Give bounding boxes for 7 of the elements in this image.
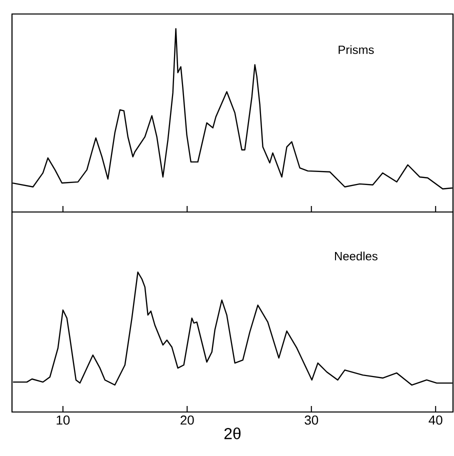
x-axis-title: 2θ: [224, 428, 241, 440]
x-tick-label: 30: [304, 416, 318, 425]
annotation: Prisms: [338, 45, 374, 54]
x-tick-label: 10: [56, 416, 70, 425]
x-tick-label: 20: [180, 416, 194, 425]
x-tick-label: 40: [428, 416, 442, 425]
text: Needles: [335, 252, 378, 260]
